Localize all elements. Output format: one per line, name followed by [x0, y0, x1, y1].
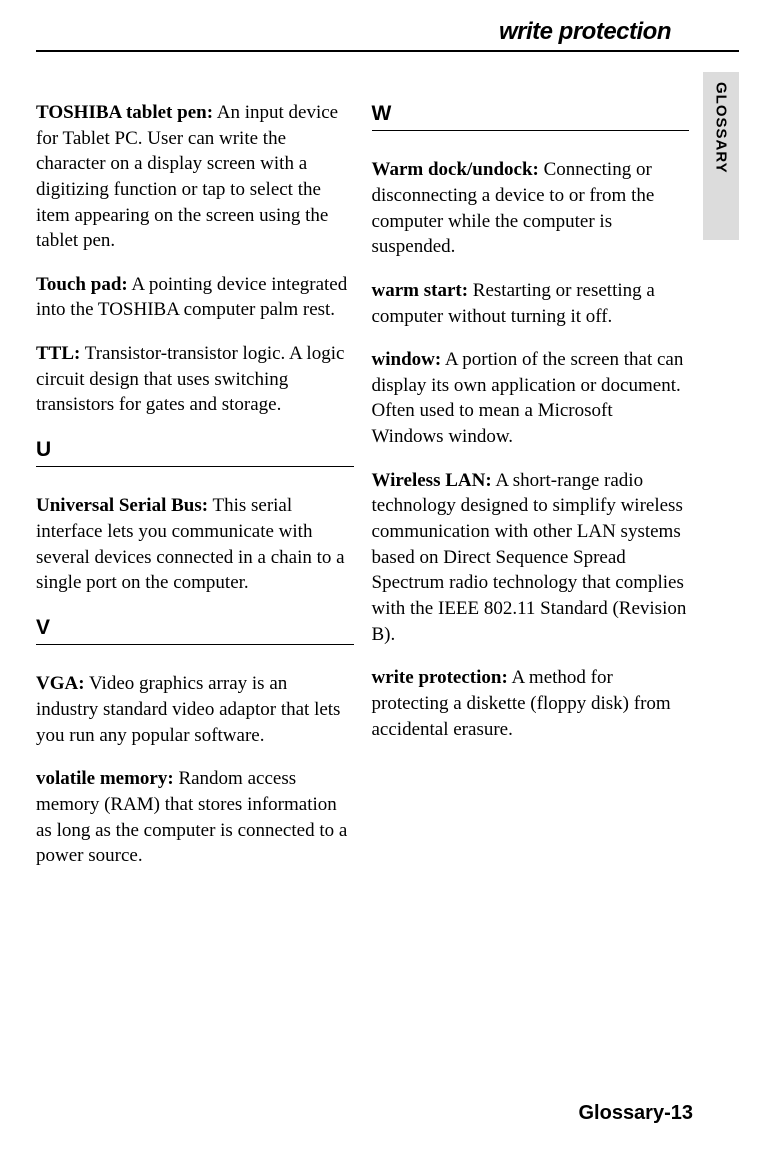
definition: Transistor-transistor logic. A logic cir…	[36, 343, 344, 415]
header-rule: write protection	[36, 18, 739, 52]
glossary-entry: TTL: Transistor-transistor logic. A logi…	[36, 341, 354, 418]
term: Warm dock/undock:	[372, 159, 539, 180]
term: write protection:	[372, 667, 508, 688]
right-column: W Warm dock/undock: Connecting or discon…	[372, 100, 690, 887]
section-heading-v: V	[36, 614, 354, 645]
section-heading-w: W	[372, 100, 690, 131]
glossary-entry: warm start: Restarting or resetting a co…	[372, 278, 690, 329]
glossary-entry: write protection: A method for protectin…	[372, 665, 690, 742]
page-container: write protection GLOSSARY TOSHIBA tablet…	[0, 0, 779, 1165]
glossary-entry: Universal Serial Bus: This serial interf…	[36, 493, 354, 596]
left-column: TOSHIBA tablet pen: An input device for …	[36, 100, 354, 887]
glossary-entry: VGA: Video graphics array is an industry…	[36, 671, 354, 748]
term: Universal Serial Bus:	[36, 495, 208, 516]
term: TOSHIBA tablet pen:	[36, 102, 213, 123]
glossary-entry: Warm dock/undock: Connecting or disconne…	[372, 157, 690, 260]
side-tab-label: GLOSSARY	[713, 82, 730, 174]
glossary-entry: TOSHIBA tablet pen: An input device for …	[36, 100, 354, 254]
definition: An input device for Tablet PC. User can …	[36, 102, 338, 251]
term: VGA:	[36, 673, 85, 694]
term: volatile memory:	[36, 768, 174, 789]
glossary-entry: Touch pad: A pointing device integrated …	[36, 272, 354, 323]
definition: A short-range radio technology designed …	[372, 470, 687, 645]
term: Touch pad:	[36, 274, 128, 295]
glossary-entry: Wireless LAN: A short-range radio techno…	[372, 468, 690, 647]
glossary-entry: volatile memory: Random access memory (R…	[36, 766, 354, 869]
term: window:	[372, 349, 442, 370]
glossary-entry: window: A portion of the screen that can…	[372, 347, 690, 450]
content-columns: TOSHIBA tablet pen: An input device for …	[36, 100, 739, 887]
section-heading-u: U	[36, 436, 354, 467]
term: TTL:	[36, 343, 80, 364]
page-number: Glossary-13	[578, 1102, 693, 1125]
term: Wireless LAN:	[372, 470, 492, 491]
running-header: write protection	[499, 18, 739, 45]
term: warm start:	[372, 280, 469, 301]
side-tab: GLOSSARY	[703, 72, 739, 240]
